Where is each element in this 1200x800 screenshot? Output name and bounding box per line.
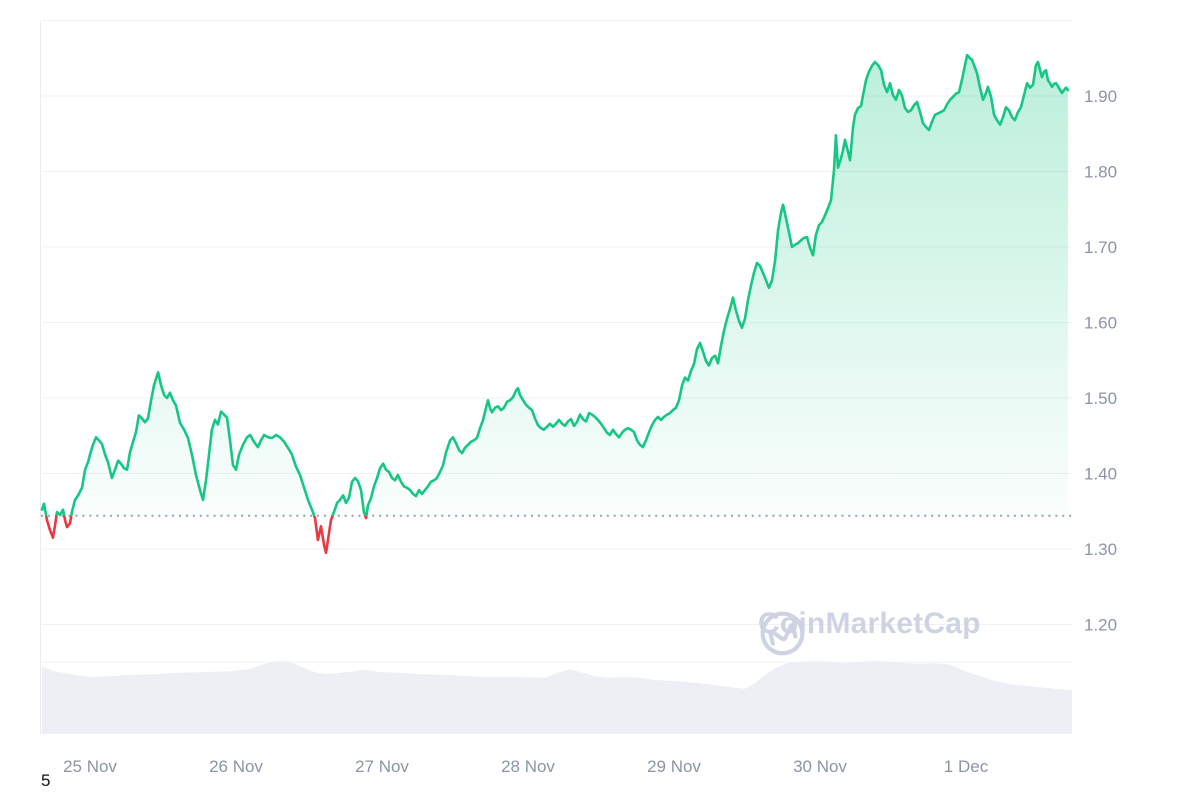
y-tick-label: 1.40: [1084, 465, 1117, 484]
y-tick-label: 1.90: [1084, 87, 1117, 106]
x-tick-label: 25 Nov: [63, 757, 117, 776]
volume-area: [42, 661, 1072, 734]
y-tick-label: 1.70: [1084, 238, 1117, 257]
x-tick-label: 26 Nov: [209, 757, 263, 776]
x-tick-label: 29 Nov: [647, 757, 701, 776]
y-tick-label: 1.20: [1084, 616, 1117, 635]
price-area-fill: [42, 55, 1068, 516]
x-tick-label: 28 Nov: [501, 757, 555, 776]
x-tick-label: 1 Dec: [944, 757, 989, 776]
x-tick-label: 27 Nov: [355, 757, 409, 776]
y-tick-label: 1.60: [1084, 314, 1117, 333]
y-axis-labels: 1.90 1.80 1.70 1.60 1.50 1.40 1.30 1.20: [1084, 87, 1117, 635]
x-tick-label: 30 Nov: [793, 757, 847, 776]
y-tick-label: 1.80: [1084, 163, 1117, 182]
y-tick-label: 1.30: [1084, 540, 1117, 559]
y-tick-label: 1.50: [1084, 389, 1117, 408]
stray-text: 5: [41, 771, 51, 790]
price-line-up: [40, 53, 1070, 516]
x-axis-labels: 25 Nov 26 Nov 27 Nov 28 Nov 29 Nov 30 Nov 1 De…: [63, 757, 989, 776]
